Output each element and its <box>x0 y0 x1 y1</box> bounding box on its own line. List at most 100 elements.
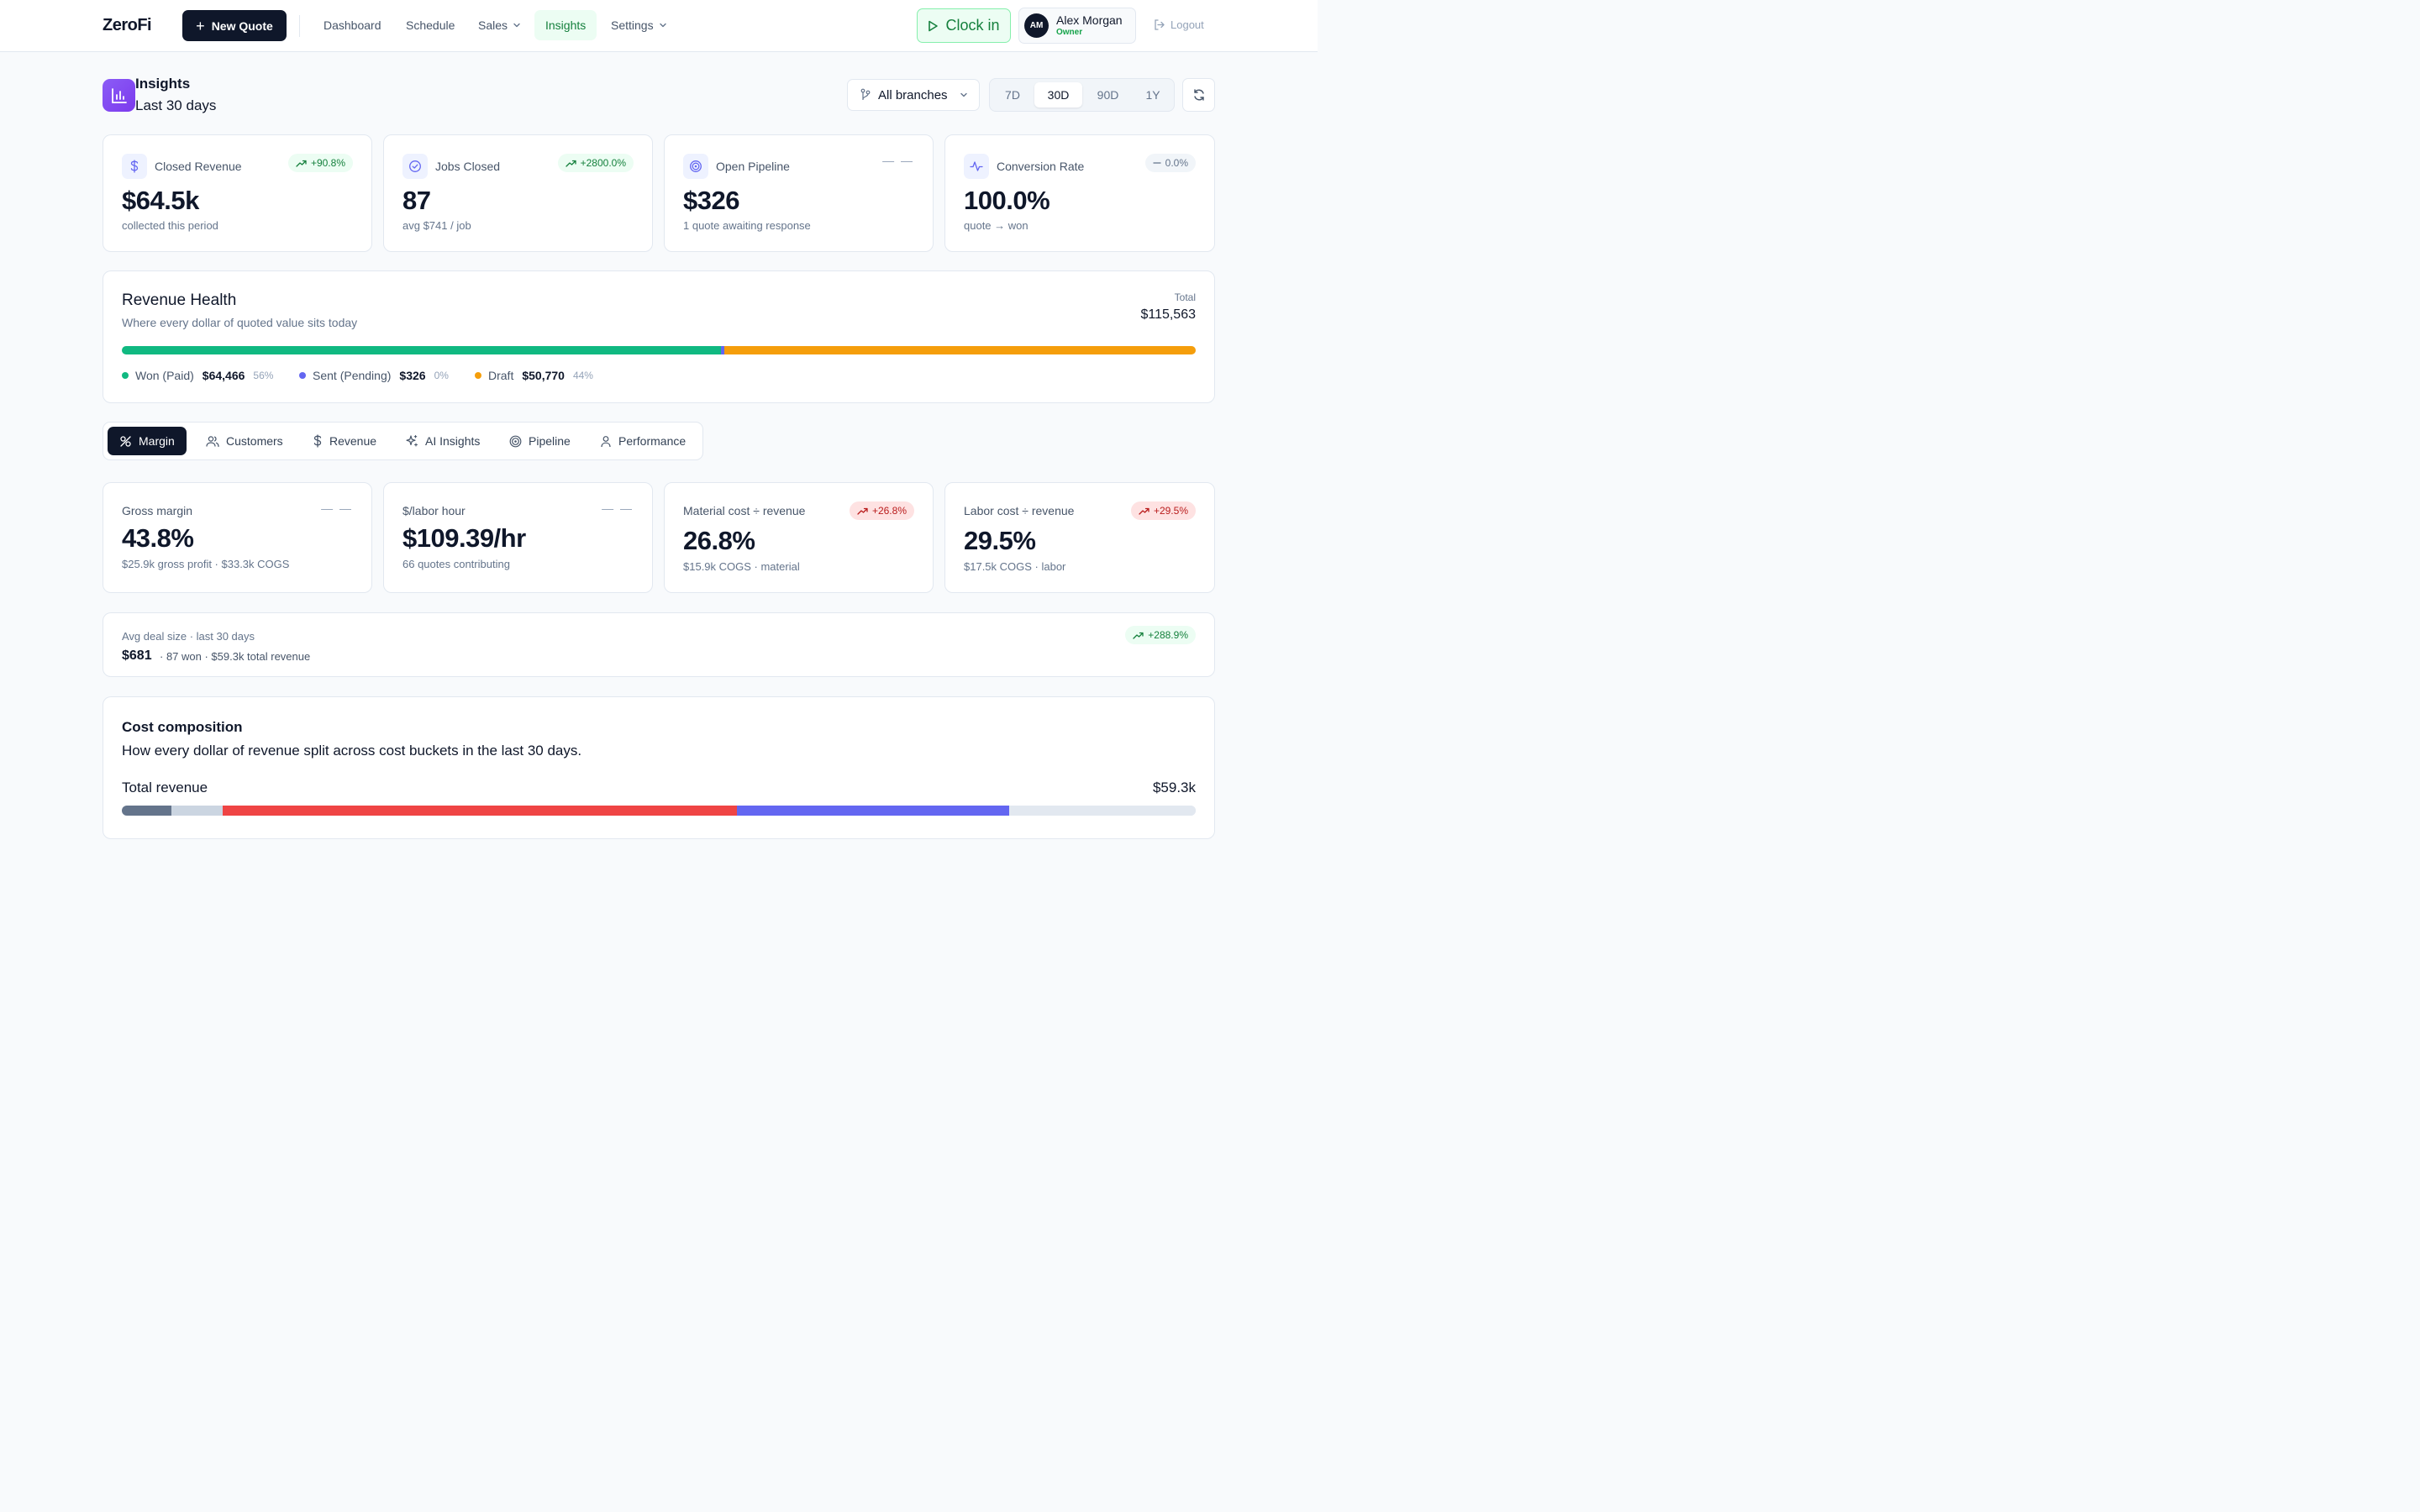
date-range-toggle: 7D 30D 90D 1Y <box>989 78 1175 112</box>
trend-badge: +288.9% <box>1125 626 1196 644</box>
clock-in-button[interactable]: Clock in <box>917 8 1011 43</box>
kpi-label: Conversion Rate <box>997 160 1085 173</box>
revenue-health-segment-0 <box>122 346 722 354</box>
trend-up-icon <box>296 160 307 167</box>
nav-settings-label: Settings <box>611 18 654 32</box>
total-revenue-label: Total revenue <box>122 780 208 795</box>
range-7d[interactable]: 7D <box>1005 88 1020 102</box>
kpi-label: $/labor hour <box>402 504 466 517</box>
kpi-subtext: collected this period <box>122 219 218 232</box>
trend-badge-value: 0.0% <box>1165 157 1188 169</box>
kpi-value: $109.39/hr <box>402 523 526 553</box>
nav-dashboard[interactable]: Dashboard <box>313 10 392 40</box>
tab-ai-insights[interactable]: AI Insights <box>393 427 492 455</box>
nav-insights-label: Insights <box>545 18 587 32</box>
refresh-button[interactable] <box>1182 78 1215 112</box>
revenue-health-subtitle: Where every dollar of quoted value sits … <box>122 316 358 329</box>
kpi-label: Gross margin <box>122 504 193 517</box>
kpi-subtext: $17.5k COGS · labor <box>964 560 1066 573</box>
trend-badge: +26.8% <box>849 501 914 520</box>
kpi-label: Labor cost ÷ revenue <box>964 504 1075 517</box>
trend-badge: +90.8% <box>287 154 353 172</box>
legend-dot <box>122 372 129 379</box>
legend-percent: 0% <box>434 370 449 381</box>
cost-composition-bar <box>122 806 1196 816</box>
legend-value: $64,466 <box>202 369 245 382</box>
nav-sales[interactable]: Sales <box>467 10 532 40</box>
percent-icon <box>120 435 131 447</box>
users-icon <box>206 435 219 447</box>
user-name: Alex Morgan <box>1056 13 1123 27</box>
kpi-label: Material cost ÷ revenue <box>683 504 806 517</box>
total-revenue-value: $59.3k <box>1152 780 1196 795</box>
cost-composition-card: Cost composition How every dollar of rev… <box>103 696 1215 839</box>
kpi-value: 87 <box>402 186 431 215</box>
tab-label: Revenue <box>329 434 377 448</box>
logout-button[interactable]: Logout <box>1153 18 1204 31</box>
range-30d[interactable]: 30D <box>1034 82 1082 108</box>
legend-dot <box>299 372 306 379</box>
revenue-health-segment-2 <box>723 346 1196 354</box>
margin-card-labor-cost: Labor cost ÷ revenue +29.5% 29.5% $17.5k… <box>944 482 1215 593</box>
logo[interactable]: ZeroFi <box>103 16 152 34</box>
tab-label: AI Insights <box>425 434 481 448</box>
margin-card-labor-hour: $/labor hour — — $109.39/hr 66 quotes co… <box>383 482 653 593</box>
legend-value: $50,770 <box>522 369 565 382</box>
cost-composition-segment-1 <box>171 806 224 816</box>
kpi-value: $64.5k <box>122 186 199 215</box>
tab-label: Pipeline <box>529 434 571 448</box>
tab-customers[interactable]: Customers <box>194 427 295 455</box>
logout-icon <box>1155 19 1165 30</box>
tab-label: Margin <box>139 434 175 448</box>
user-menu[interactable]: AM Alex Morgan Owner <box>1018 8 1136 44</box>
kpi-value: 100.0% <box>964 186 1050 215</box>
trend-badge-value: +2800.0% <box>580 157 626 169</box>
target-icon <box>683 154 708 179</box>
cost-composition-segment-4 <box>1008 806 1196 816</box>
legend-percent: 44% <box>572 370 593 381</box>
tab-margin[interactable]: Margin <box>108 427 187 455</box>
revenue-health-total: $115,563 <box>1140 307 1196 322</box>
clock-in-label: Clock in <box>945 17 1000 34</box>
nav-dashboard-label: Dashboard <box>324 18 381 32</box>
tab-label: Customers <box>226 434 283 448</box>
kpi-subtext: 1 quote awaiting response <box>683 219 811 232</box>
chevron-down-icon <box>960 92 967 97</box>
kpi-card-closed-revenue: Closed Revenue +90.8% $64.5k collected t… <box>103 134 372 252</box>
kpi-subtext: 66 quotes contributing <box>402 558 510 570</box>
nav-insights[interactable]: Insights <box>534 10 597 40</box>
trend-placeholder: — — <box>602 501 634 515</box>
range-90d[interactable]: 90D <box>1097 88 1119 102</box>
insights-tabs: Margin Customers Revenue AI Insights Pip… <box>103 422 703 460</box>
trend-badge: +2800.0% <box>557 154 634 172</box>
check-circle-icon <box>402 154 428 179</box>
trend-placeholder: — — <box>321 501 353 515</box>
trend-badge-value: +29.5% <box>1153 505 1188 517</box>
activity-icon <box>964 154 989 179</box>
trend-up-icon <box>1133 632 1144 639</box>
nav-schedule[interactable]: Schedule <box>395 10 466 40</box>
tab-revenue[interactable]: Revenue <box>301 427 388 455</box>
avatar: AM <box>1024 13 1049 38</box>
legend-name: Won (Paid) <box>135 369 194 382</box>
new-quote-button[interactable]: + New Quote <box>182 10 287 41</box>
avg-deal-value: $681 <box>122 648 152 663</box>
revenue-health-title: Revenue Health <box>122 291 237 309</box>
user-role: Owner <box>1056 28 1083 37</box>
margin-card-material-cost: Material cost ÷ revenue +26.8% 26.8% $15… <box>664 482 934 593</box>
branch-select[interactable]: All branches <box>847 79 980 111</box>
kpi-card-open-pipeline: Open Pipeline — — $326 1 quote awaiting … <box>664 134 934 252</box>
legend-item-sent: Sent (Pending) $326 0% <box>299 369 449 382</box>
trend-badge: +29.5% <box>1130 501 1196 520</box>
kpi-subtext: $25.9k gross profit · $33.3k COGS <box>122 558 290 570</box>
tab-performance[interactable]: Performance <box>588 427 697 455</box>
page-subtitle: Last 30 days <box>135 97 217 113</box>
play-icon <box>929 20 939 31</box>
nav-settings[interactable]: Settings <box>600 10 678 40</box>
legend-dot <box>475 372 481 379</box>
range-1y[interactable]: 1Y <box>1145 88 1160 102</box>
trend-up-icon <box>1139 507 1150 515</box>
legend-value: $326 <box>399 369 426 382</box>
revenue-health-bar <box>122 346 1196 354</box>
tab-pipeline[interactable]: Pipeline <box>497 427 582 455</box>
